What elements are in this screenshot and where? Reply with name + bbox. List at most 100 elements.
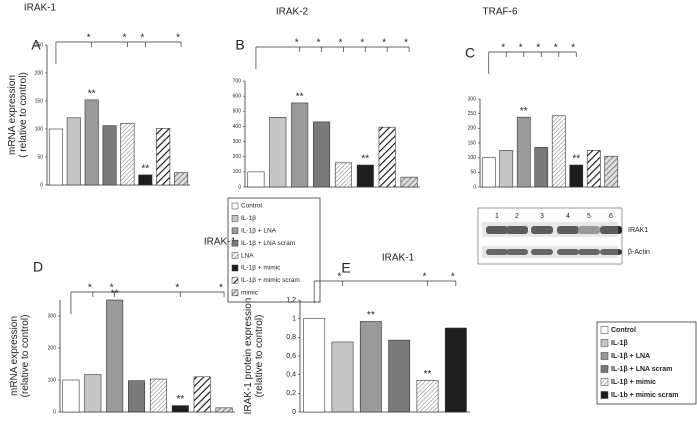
y-axis-label-line: mRNA expression (9, 316, 20, 396)
bar (269, 117, 287, 188)
lane-label: 5 (587, 213, 591, 220)
bar (291, 102, 309, 188)
legend-label: IL-1β (611, 340, 628, 347)
legend-swatch (600, 391, 609, 399)
bar (356, 164, 374, 188)
bracket-star: * (360, 38, 364, 49)
y-tick-label: 300 (48, 313, 57, 319)
bar (149, 378, 167, 413)
significance-label: ** (176, 394, 184, 405)
bar (138, 174, 153, 186)
blot-row-label: β-Actin (628, 249, 650, 256)
bar (400, 176, 418, 188)
y-tick-label: 100 (35, 126, 44, 132)
y-tick-label: 100 (468, 155, 477, 161)
panel-letter: B (235, 37, 244, 53)
y-tick-label: 200 (468, 126, 477, 132)
y-tick-label: 1,2 (286, 297, 296, 304)
bracket-star: * (571, 43, 575, 54)
bracket-star: * (554, 43, 558, 54)
bar (102, 125, 117, 186)
y-tick-label: 100 (233, 169, 242, 175)
bracket-star: * (176, 33, 180, 44)
bracket-star: * (295, 38, 299, 49)
blot-band (486, 249, 508, 255)
y-tick-label: 150 (35, 98, 44, 104)
significance-label: ** (141, 164, 149, 175)
panel-title: IRAK-2 (276, 7, 309, 18)
bar (303, 318, 326, 413)
y-tick-label: 0 (238, 184, 241, 190)
legend-swatch (231, 239, 239, 247)
lane-label: 2 (515, 213, 519, 220)
bar (174, 172, 189, 186)
bar (62, 379, 80, 413)
y-axis-label-line: ( relative to control) (18, 72, 29, 158)
y-tick-label: 0,8 (286, 334, 296, 341)
legend-label: mimic (241, 290, 259, 297)
bar (586, 150, 601, 188)
bar (84, 374, 102, 413)
bar (388, 339, 411, 413)
bar (359, 321, 382, 413)
bar (48, 128, 63, 186)
y-tick-label: 250 (35, 42, 44, 48)
blot-band (486, 226, 508, 234)
legend-swatch (231, 227, 239, 235)
blot-band (600, 226, 622, 234)
bar (569, 164, 584, 188)
lane-label: 1 (495, 213, 499, 220)
blot-band (506, 226, 528, 234)
legend-label: IL-1β + mimic (241, 265, 281, 272)
y-axis-label: IRAK-1 protein expression(relative to co… (243, 298, 265, 415)
y-tick-label: 500 (233, 109, 242, 115)
y-tick-label: 300 (233, 139, 242, 145)
bar (516, 116, 531, 188)
blot-background (482, 222, 618, 237)
significance-label: ** (88, 89, 96, 100)
blot-band (578, 226, 600, 234)
y-tick-label: 50 (470, 170, 476, 176)
panel-title: IRAK-1 (204, 237, 237, 248)
y-tick-label: 200 (48, 345, 57, 351)
bar (481, 157, 496, 188)
y-tick-label: 700 (233, 78, 242, 84)
y-tick-label: 0 (292, 409, 296, 416)
y-tick-label: 0 (53, 409, 56, 415)
bar (331, 341, 354, 413)
bracket-star: * (382, 38, 386, 49)
y-tick-label: 0 (40, 182, 43, 188)
legend-label: IL-1β + mimic (611, 379, 656, 386)
lane-label: 6 (609, 213, 613, 220)
bracket-star: * (317, 38, 321, 49)
y-tick-label: 0 (473, 184, 476, 190)
bracket-star: * (219, 283, 223, 294)
bracket-star: * (122, 33, 126, 44)
blot-band (578, 249, 600, 255)
significance-label: ** (424, 369, 432, 380)
bar (128, 380, 146, 413)
panel-letter: E (341, 260, 350, 276)
legend-label: IL-1β + LNA scram (611, 366, 672, 373)
y-tick-label: 0,4 (286, 372, 296, 379)
legend-swatch (600, 378, 609, 386)
bracket-star: * (87, 33, 91, 44)
legend-label: IL-1β (241, 215, 256, 222)
bracket-star: * (451, 272, 455, 283)
bar (378, 126, 396, 188)
lane-label: 4 (566, 213, 570, 220)
legend-label: IL-1β + LNA (611, 353, 650, 360)
panel-title: IRAK-1 (24, 3, 57, 14)
significance-label: ** (296, 92, 304, 103)
y-tick-label: 200 (35, 70, 44, 76)
legend-swatch (231, 277, 239, 284)
blot-band (506, 249, 528, 255)
significance-label: ** (572, 154, 580, 165)
bracket-star: * (140, 33, 144, 44)
y-tick-label: 0,2 (286, 390, 296, 397)
bracket-star: * (175, 283, 179, 294)
lane-label: 3 (540, 213, 544, 220)
y-tick-label: 600 (233, 93, 242, 99)
bar (499, 150, 514, 188)
blot-row-label: IRAK1 (628, 227, 648, 234)
